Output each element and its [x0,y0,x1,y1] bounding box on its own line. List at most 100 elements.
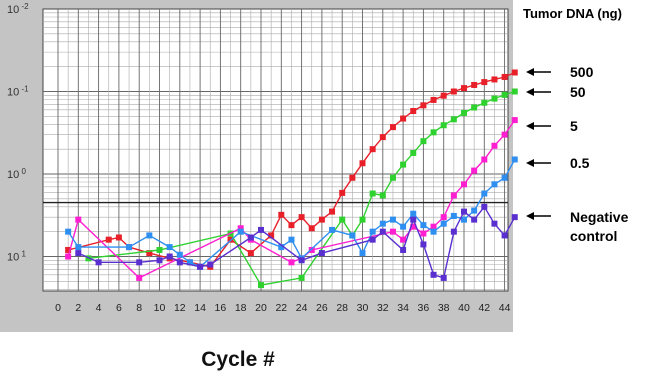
data-point [420,230,427,237]
data-point [400,236,407,243]
data-point [430,228,437,235]
data-point [400,223,407,230]
data-point [471,167,478,174]
data-point [237,228,244,235]
data-point [349,174,356,181]
series-label: 5 [570,118,578,134]
data-point [146,232,153,239]
series-label-negative-control: Negative control [570,209,629,244]
data-point [308,246,315,253]
data-point [389,228,396,235]
data-point [440,220,447,227]
data-point [430,96,437,103]
data-point [511,69,518,76]
data-point [136,274,143,281]
x-tick-label: 44 [499,302,511,314]
data-point [288,236,295,243]
data-point [146,250,153,257]
data-point [75,244,82,251]
data-point [501,73,508,80]
data-point [339,189,346,196]
x-tick-label: 0 [55,302,61,314]
data-point [258,226,264,233]
data-point [511,88,518,95]
grid-lines [43,9,508,291]
pointer-arrow-head [526,88,534,96]
data-point [389,216,396,223]
data-point [65,253,72,260]
data-point [471,216,478,223]
series-label: 500 [570,64,594,80]
data-point [298,214,305,221]
data-point [450,212,457,219]
data-point [359,250,366,257]
data-point [410,210,417,217]
x-axis-label: Cycle # [201,348,275,371]
data-point [450,192,457,199]
data-point [105,236,112,243]
data-point [501,131,508,138]
data-point [471,104,478,111]
data-point [501,232,508,239]
data-point [481,79,488,86]
data-point [247,250,254,257]
data-point [115,234,122,241]
data-point [95,259,102,266]
data-point [278,211,285,218]
data-point [186,259,193,266]
data-point [501,174,508,181]
x-tick-label: 16 [215,302,227,314]
series-label: 50 [570,84,586,100]
data-point [369,146,376,153]
y-tick-label: 10 1 [7,250,26,264]
data-point [491,220,498,227]
data-point [400,161,407,168]
x-tick-label: 18 [235,302,247,314]
data-point [461,208,467,215]
data-point [288,259,295,266]
x-tick-label: 10 [154,302,166,314]
x-tick-label: 20 [255,302,267,314]
data-point [379,220,386,227]
x-axis-ticks: 0 2 4 6 8 10 12 14 16 18 20 22 24 26 28 30 32 34 36 38 40 42 4… [55,302,511,314]
data-point [318,250,325,257]
data-point [379,228,386,235]
data-point [298,257,305,264]
data-point [156,246,163,253]
data-point [440,122,447,129]
data-point [410,216,417,223]
x-tick-label: 6 [116,302,122,314]
x-tick-label: 26 [316,302,328,314]
x-tick-label: 34 [397,302,409,314]
data-point [430,129,437,136]
data-point [359,160,366,167]
data-point [369,228,376,235]
data-point [450,88,457,95]
data-point [501,91,508,98]
data-point [166,244,173,251]
data-point [65,228,72,235]
y-axis-ticks: 10 -2 10 -1 10 0 10 1 [7,2,29,264]
data-point [369,190,376,197]
data-point [359,216,366,223]
legend-title: Tumor DNA (ng) [523,6,622,21]
series-side-labels: 500 50 5 0.5 Negative control [526,64,629,244]
data-point [450,228,457,235]
data-point [329,208,336,215]
x-tick-label: 38 [438,302,450,314]
data-point [491,95,498,102]
data-point [410,108,417,115]
x-tick-label: 2 [75,302,81,314]
data-point [420,241,427,248]
data-point [420,102,427,109]
x-tick-label: 22 [275,302,287,314]
data-point [450,116,457,123]
data-point [440,214,447,221]
data-point [288,222,295,229]
y-tick-label: 10 0 [7,167,26,181]
data-point [278,244,285,251]
data-point [75,250,82,257]
data-point [318,216,325,223]
data-point [379,134,386,141]
